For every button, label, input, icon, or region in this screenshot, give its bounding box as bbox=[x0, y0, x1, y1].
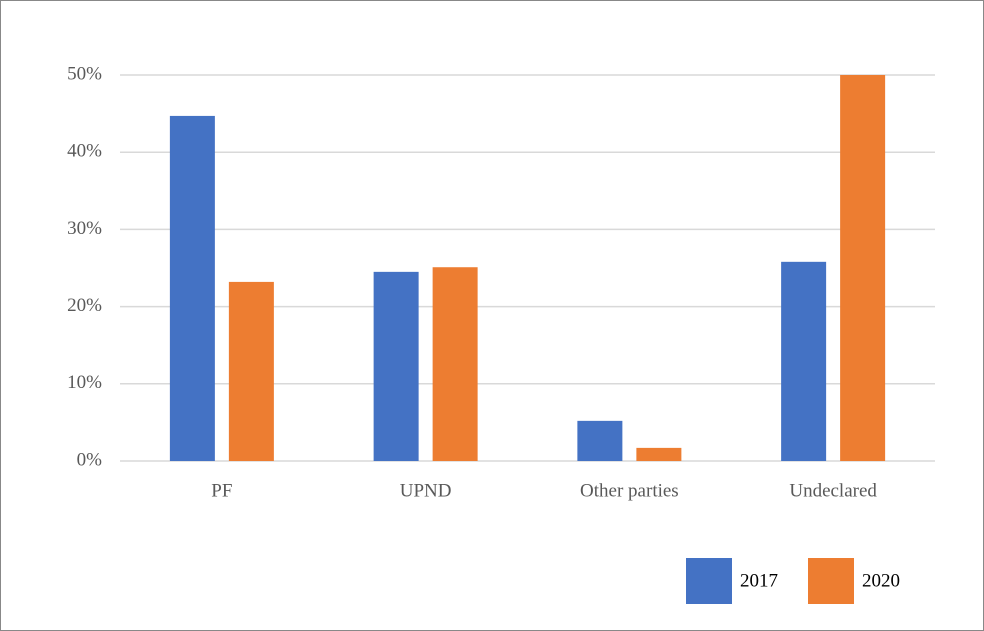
y-tick-label: 0% bbox=[77, 449, 103, 470]
bar bbox=[169, 115, 215, 461]
y-tick-label: 10% bbox=[67, 372, 102, 393]
x-tick-label: Other parties bbox=[580, 480, 679, 501]
bar bbox=[373, 271, 419, 461]
legend-label: 2017 bbox=[740, 570, 778, 591]
y-tick-label: 40% bbox=[67, 141, 102, 162]
x-tick-label: UPND bbox=[400, 480, 452, 501]
legend-swatch bbox=[808, 558, 854, 604]
bar bbox=[228, 281, 274, 461]
y-tick-label: 50% bbox=[67, 63, 102, 84]
y-tick-label: 20% bbox=[67, 295, 102, 316]
legend-swatch bbox=[686, 558, 732, 604]
legend-label: 2020 bbox=[862, 570, 900, 591]
y-tick-label: 30% bbox=[67, 218, 102, 239]
bar bbox=[577, 420, 623, 461]
bar bbox=[840, 75, 886, 461]
x-tick-label: Undeclared bbox=[789, 480, 877, 501]
bar bbox=[636, 447, 682, 461]
bar bbox=[432, 267, 478, 461]
bar bbox=[781, 261, 827, 461]
x-tick-label: PF bbox=[211, 480, 232, 501]
